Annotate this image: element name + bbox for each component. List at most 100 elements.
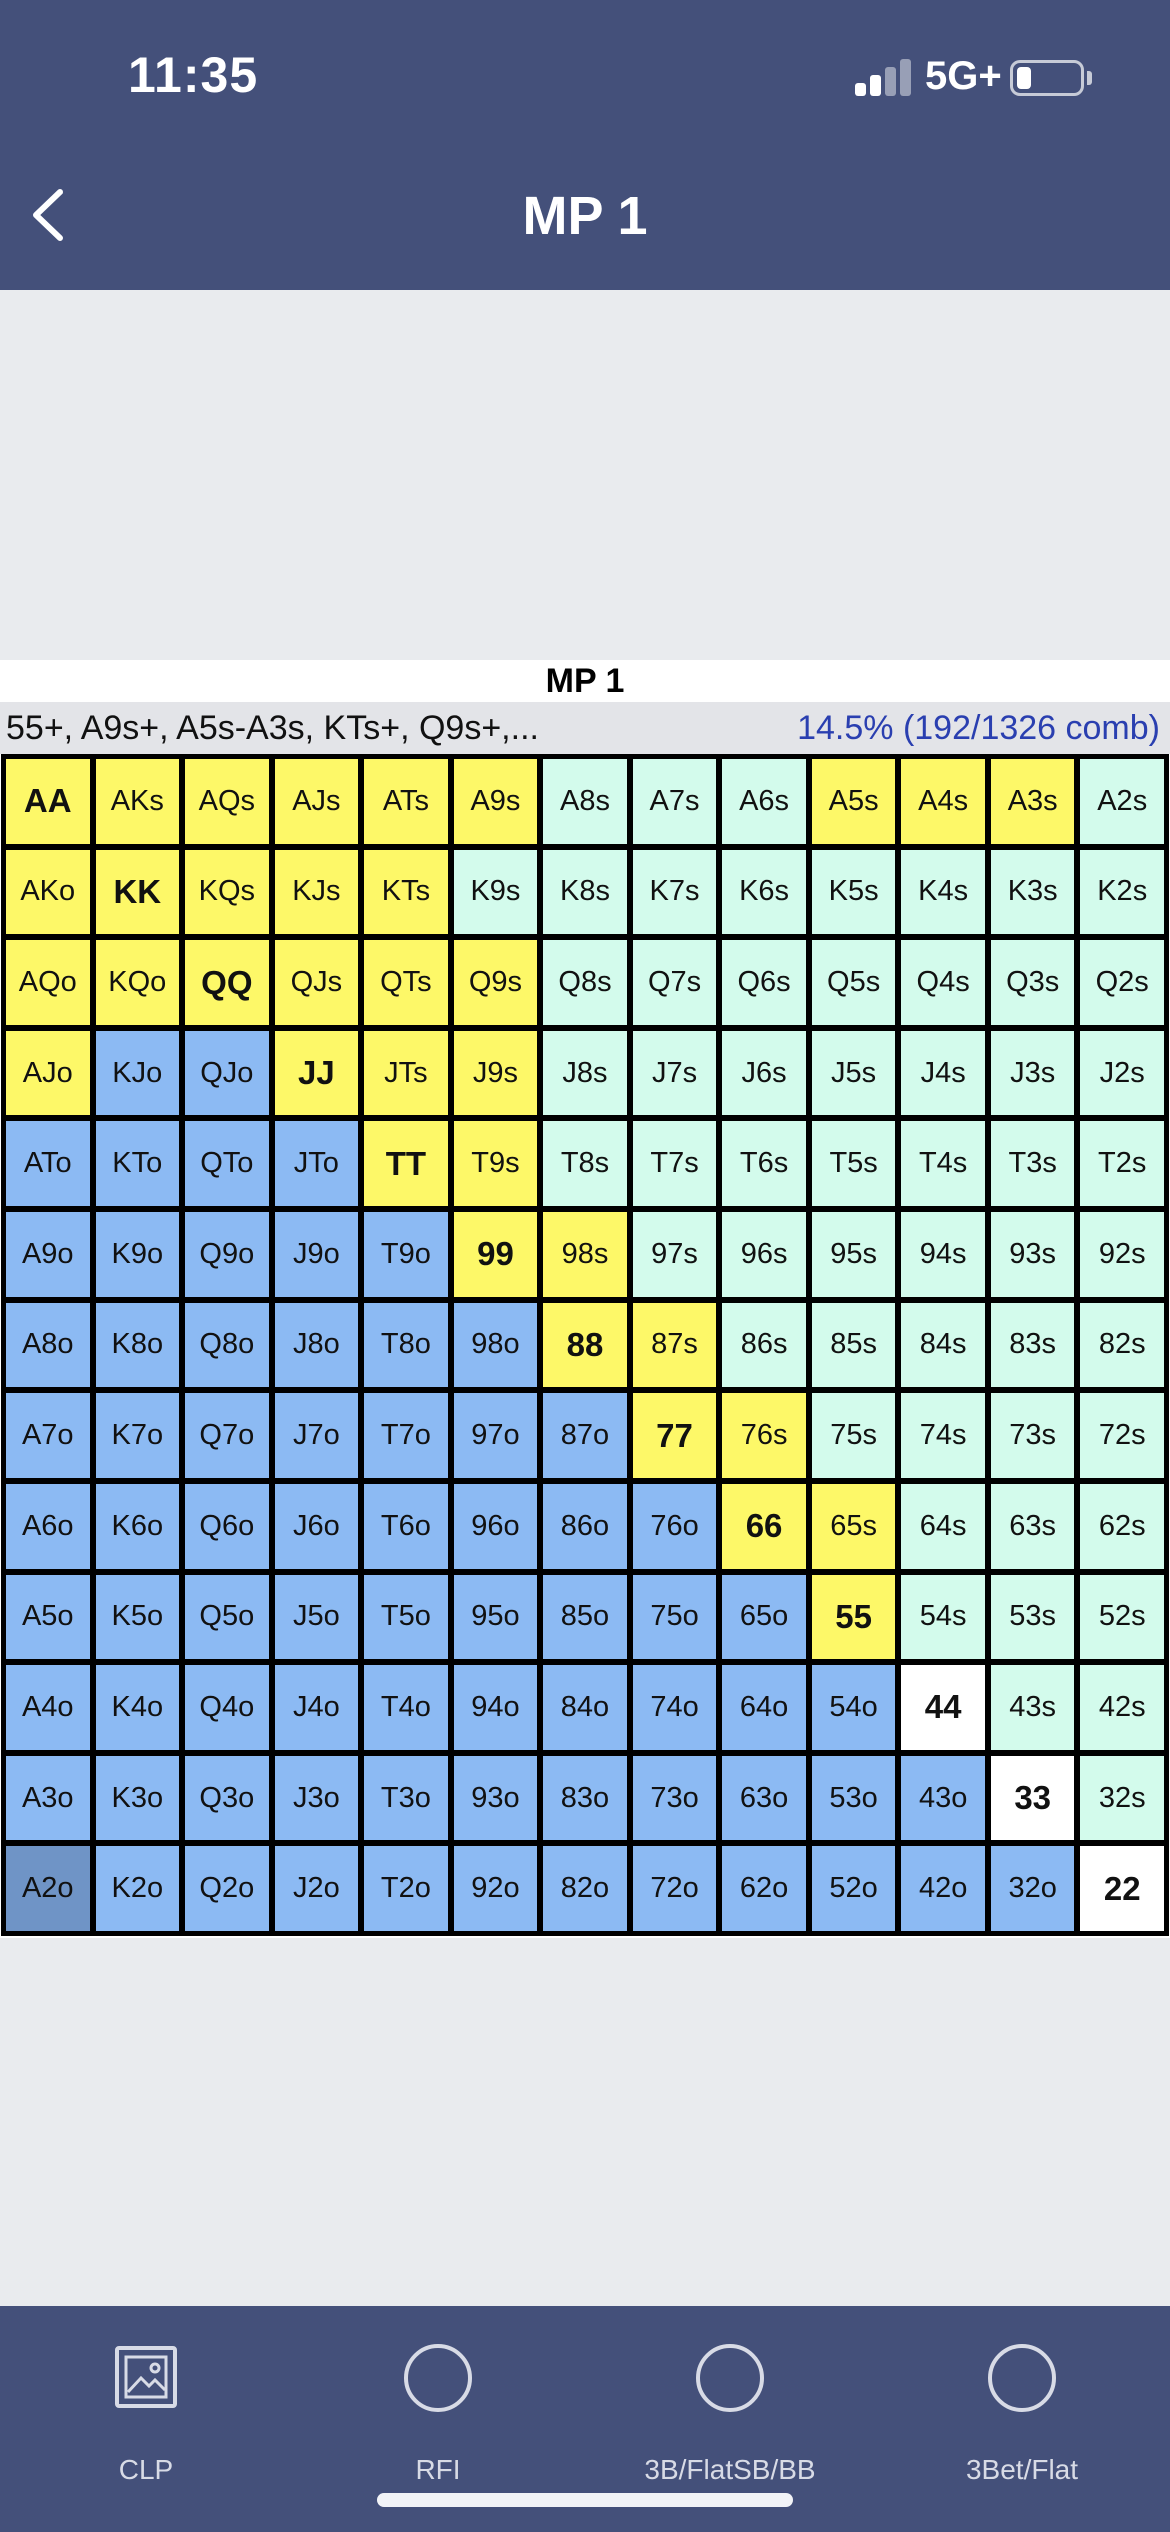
hand-cell[interactable]: K5s — [811, 849, 896, 935]
hand-cell[interactable]: 64o — [722, 1665, 806, 1750]
hand-cell[interactable]: A6s — [722, 759, 806, 844]
hand-cell[interactable]: T2s — [1080, 1121, 1164, 1207]
hand-cell[interactable]: T4s — [901, 1121, 985, 1207]
hand-cell[interactable]: AKs — [95, 759, 180, 844]
hand-cell[interactable]: 98s — [543, 1212, 627, 1297]
hand-cell[interactable]: J5o — [274, 1574, 359, 1660]
hand-cell[interactable]: J8o — [274, 1302, 359, 1388]
hand-cell[interactable]: 95s — [811, 1212, 896, 1297]
hand-cell[interactable]: Q2o — [185, 1846, 269, 1931]
hand-cell[interactable]: 85s — [811, 1302, 896, 1388]
hand-cell[interactable]: T7o — [364, 1393, 448, 1478]
hand-cell[interactable]: KQs — [185, 849, 269, 935]
hand-cell[interactable]: AQs — [185, 759, 269, 844]
hand-cell[interactable]: QTo — [185, 1121, 269, 1207]
hand-cell[interactable]: 64s — [901, 1483, 985, 1569]
hand-cell[interactable]: 92o — [453, 1846, 538, 1931]
hand-cell[interactable]: Q3o — [185, 1755, 269, 1841]
hand-cell[interactable]: 82s — [1080, 1302, 1164, 1388]
hand-cell[interactable]: KTs — [364, 849, 448, 935]
hand-cell[interactable]: 97s — [632, 1212, 717, 1297]
hand-cell[interactable]: 93s — [990, 1212, 1075, 1297]
hand-cell[interactable]: J3o — [274, 1755, 359, 1841]
hand-cell[interactable]: A6o — [6, 1483, 90, 1569]
hand-cell[interactable]: Q4s — [901, 940, 985, 1025]
hand-cell[interactable]: 75s — [811, 1393, 896, 1478]
hand-cell[interactable]: Q5o — [185, 1574, 269, 1660]
hand-cell[interactable]: J2o — [274, 1846, 359, 1931]
hand-cell[interactable]: T9s — [453, 1121, 538, 1207]
hand-cell[interactable]: K7o — [95, 1393, 180, 1478]
hand-cell[interactable]: K2s — [1080, 849, 1164, 935]
hand-cell[interactable]: Q2s — [1080, 940, 1164, 1025]
hand-cell[interactable]: TT — [364, 1121, 448, 1207]
hand-cell[interactable]: 97o — [453, 1393, 538, 1478]
hand-cell[interactable]: K9s — [453, 849, 538, 935]
hand-cell[interactable]: J3s — [990, 1030, 1075, 1116]
hand-cell[interactable]: 65s — [811, 1483, 896, 1569]
hand-cell[interactable]: K5o — [95, 1574, 180, 1660]
hand-cell[interactable]: 32o — [990, 1846, 1075, 1931]
hand-cell[interactable]: 72s — [1080, 1393, 1164, 1478]
hand-cell[interactable]: 62s — [1080, 1483, 1164, 1569]
hand-cell[interactable]: AA — [6, 759, 90, 844]
hand-cell[interactable]: A2o — [6, 1846, 90, 1931]
hand-cell[interactable]: 92s — [1080, 1212, 1164, 1297]
hand-cell[interactable]: 54s — [901, 1574, 985, 1660]
hand-cell[interactable]: J6o — [274, 1483, 359, 1569]
hand-cell[interactable]: T3o — [364, 1755, 448, 1841]
hand-cell[interactable]: QJs — [274, 940, 359, 1025]
hand-cell[interactable]: 95o — [453, 1574, 538, 1660]
hand-cell[interactable]: K2o — [95, 1846, 180, 1931]
hand-cell[interactable]: 75o — [632, 1574, 717, 1660]
hand-cell[interactable]: K8o — [95, 1302, 180, 1388]
hand-cell[interactable]: 22 — [1080, 1846, 1164, 1931]
hand-cell[interactable]: 85o — [543, 1574, 627, 1660]
hand-cell[interactable]: 42o — [901, 1846, 985, 1931]
hand-cell[interactable]: T4o — [364, 1665, 448, 1750]
hand-cell[interactable]: 63o — [722, 1755, 806, 1841]
hand-cell[interactable]: 42s — [1080, 1665, 1164, 1750]
hand-cell[interactable]: T6s — [722, 1121, 806, 1207]
hand-cell[interactable]: J9s — [453, 1030, 538, 1116]
hand-cell[interactable]: 86s — [722, 1302, 806, 1388]
hand-cell[interactable]: 74s — [901, 1393, 985, 1478]
hand-cell[interactable]: J8s — [543, 1030, 627, 1116]
hand-cell[interactable]: K4o — [95, 1665, 180, 1750]
hand-cell[interactable]: AQo — [6, 940, 90, 1025]
hand-cell[interactable]: T8s — [543, 1121, 627, 1207]
hand-cell[interactable]: 77 — [632, 1393, 717, 1478]
hand-cell[interactable]: 55 — [811, 1574, 896, 1660]
hand-cell[interactable]: A8s — [543, 759, 627, 844]
hand-cell[interactable]: 62o — [722, 1846, 806, 1931]
hand-cell[interactable]: KQo — [95, 940, 180, 1025]
hand-cell[interactable]: 73o — [632, 1755, 717, 1841]
hand-cell[interactable]: 54o — [811, 1665, 896, 1750]
hand-cell[interactable]: 52o — [811, 1846, 896, 1931]
hand-cell[interactable]: K6s — [722, 849, 806, 935]
hand-cell[interactable]: J5s — [811, 1030, 896, 1116]
hand-cell[interactable]: A5s — [811, 759, 896, 844]
hand-cell[interactable]: 53o — [811, 1755, 896, 1841]
hand-cell[interactable]: 83o — [543, 1755, 627, 1841]
tab-3b-flat-sb-bb[interactable]: 3B/FlatSB/BB — [584, 2306, 876, 2532]
hand-cell[interactable]: 88 — [543, 1302, 627, 1388]
hand-cell[interactable]: 66 — [722, 1483, 806, 1569]
hand-cell[interactable]: 63s — [990, 1483, 1075, 1569]
hand-cell[interactable]: QJo — [185, 1030, 269, 1116]
hand-cell[interactable]: 84o — [543, 1665, 627, 1750]
hand-cell[interactable]: KK — [95, 849, 180, 935]
hand-cell[interactable]: 43o — [901, 1755, 985, 1841]
hand-cell[interactable]: ATo — [6, 1121, 90, 1207]
hand-cell[interactable]: AJs — [274, 759, 359, 844]
hand-cell[interactable]: Q7o — [185, 1393, 269, 1478]
hand-cell[interactable]: T8o — [364, 1302, 448, 1388]
hand-cell[interactable]: Q9s — [453, 940, 538, 1025]
hand-cell[interactable]: 52s — [1080, 1574, 1164, 1660]
hand-cell[interactable]: K6o — [95, 1483, 180, 1569]
hand-cell[interactable]: A7s — [632, 759, 717, 844]
hand-cell[interactable]: 33 — [990, 1755, 1075, 1841]
hand-cell[interactable]: Q6s — [722, 940, 806, 1025]
hand-cell[interactable]: K3s — [990, 849, 1075, 935]
hand-cell[interactable]: A9o — [6, 1212, 90, 1297]
